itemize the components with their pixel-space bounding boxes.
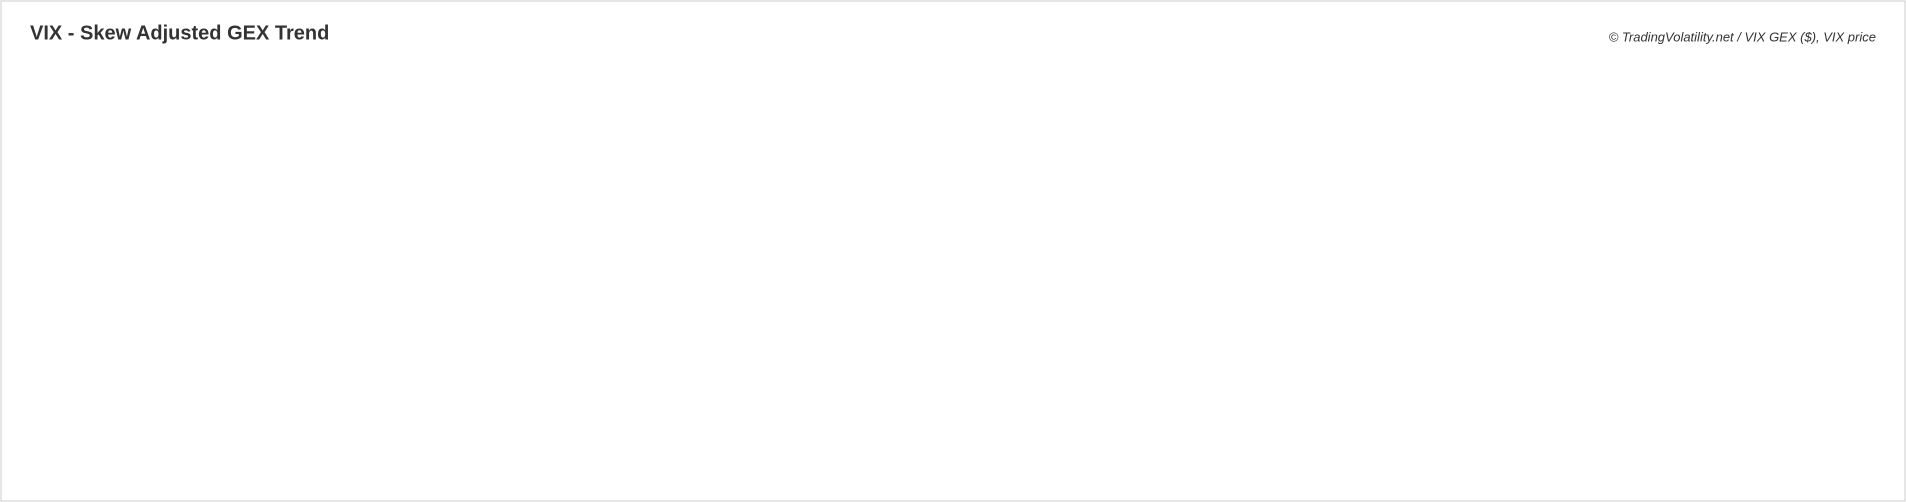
credits: © TradingVolatility.net / VIX GEX ($), V… bbox=[1609, 29, 1876, 44]
chart-title: VIX - Skew Adjusted GEX Trend bbox=[30, 22, 329, 44]
